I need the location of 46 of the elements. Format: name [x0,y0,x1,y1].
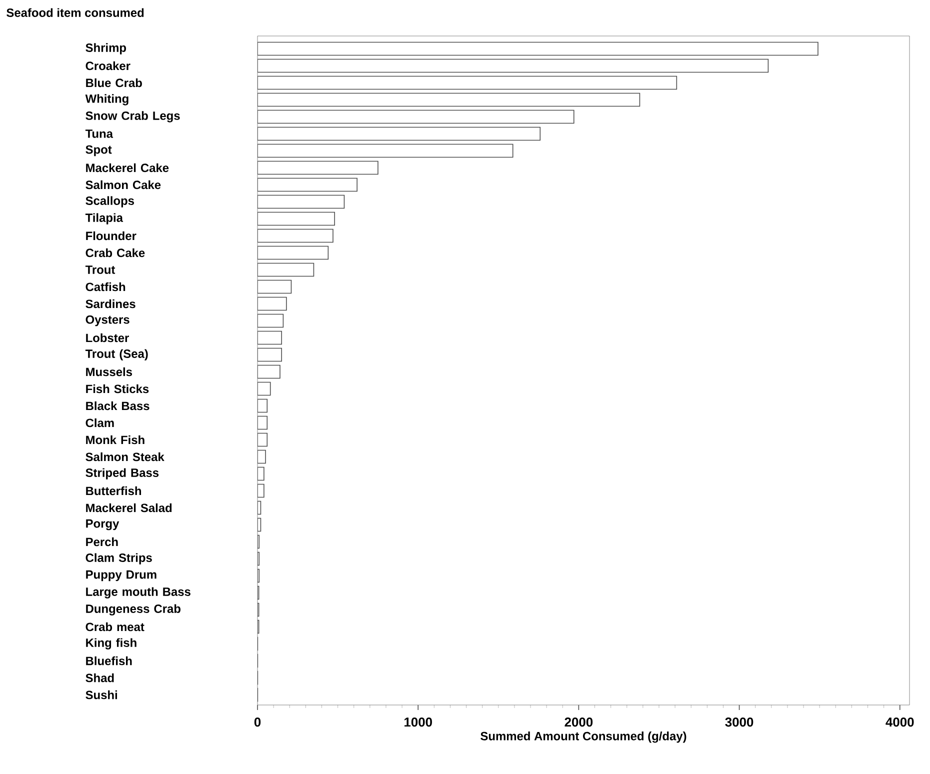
y-tick-label: Scallops [86,196,134,208]
y-tick-label: Catfish [86,282,126,292]
y-tick-label: Sardines [86,299,136,308]
y-tick-label: Mackerel Salad [86,503,172,512]
x-tick-label: 0 [254,718,261,727]
y-tick-label: Croaker [86,61,130,70]
x-tick-label: 2000 [564,718,593,727]
y-tick-label: Crab Cake [86,248,145,258]
y-tick-label: Dungeness Crab [86,604,180,616]
y-tick-label: Tilapia [85,213,124,224]
y-tick-label: Lobster [86,333,129,342]
y-tick-label: Puppy Drum [86,570,156,582]
x-tick-label: 4000 [886,718,914,727]
y-tick-label: Clam [86,418,114,428]
y-tick-label: Salmon Steak [86,452,164,462]
y-tick-label: Perch [86,537,118,546]
y-tick-label: Snow Crab Legs [86,111,180,122]
y-tick-label: Mackerel Cake [86,163,169,172]
text: Seafood item consumed [6,8,144,17]
y-tick-label: Tuna [85,130,114,138]
y-tick-label: Salmon Cake [86,180,161,190]
x-axis-title: Summed Amount Consumed (g/day) [480,732,686,743]
y-tick-label: Whiting [85,94,128,106]
x-tick-label: 1000 [404,718,432,727]
y-tick-label: Oysters [86,315,130,326]
y-tick-label: Mussels [86,367,132,376]
y-tick-label: Fish Sticks [86,384,149,394]
y-tick-label: Flounder [86,231,136,240]
y-tick-label: Trout [85,266,116,274]
y-tick-label: Striped Bass [86,468,159,480]
y-tick-label: Crab meat [86,622,144,632]
y-tick-label: Clam Strips [86,553,152,564]
y-tick-label: Shrimp [86,43,126,54]
y-tick-label: Butterfish [86,486,142,496]
y-tick-label: Sushi [86,690,118,700]
y-tick-label: Bluefish [86,656,132,666]
y-tick-label: Blue Crab [86,78,142,88]
y-tick-label: Shad [86,673,114,682]
y-tick-label: King fish [86,638,136,650]
y-tick-label: Trout (Sea) [85,349,148,360]
y-tick-label: Large mouth Bass [86,587,190,598]
y-tick-label: Monk Fish [86,435,144,444]
y-tick-label: Spot [86,145,112,156]
x-tick-label: 3000 [725,718,754,727]
y-tick-label: Black Bass [86,401,150,410]
y-tick-label: Porgy [86,519,120,530]
